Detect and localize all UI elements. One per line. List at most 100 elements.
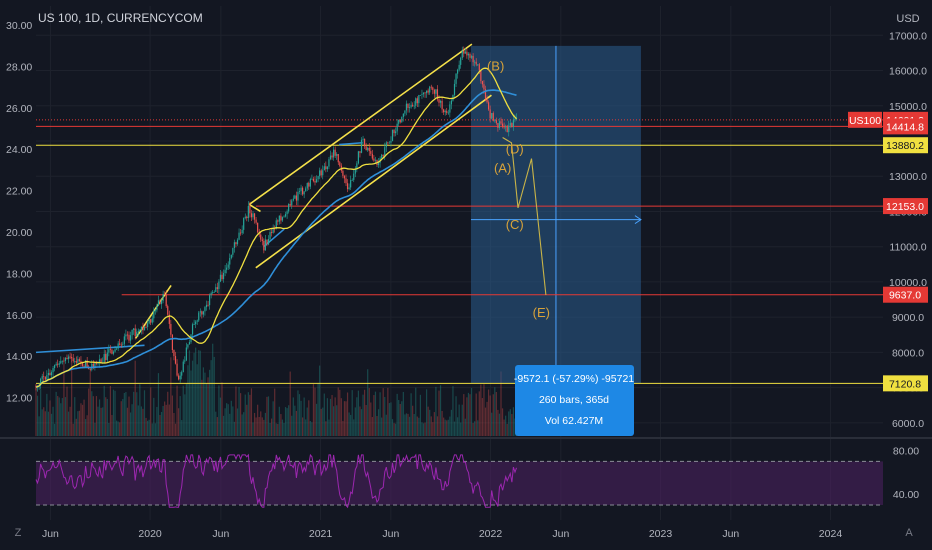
candle [495,120,497,124]
symbol-tag [848,111,882,128]
volume-bar [157,373,160,436]
volume-bar [44,411,46,436]
candle [164,294,166,295]
candle [443,109,445,113]
volume-bar [176,385,178,436]
volume-bar [402,391,404,436]
time-zone-icon[interactable]: Z [15,527,22,539]
channel-line[interactable] [248,43,473,206]
volume-bar [461,404,463,436]
volume-bar [129,412,132,436]
volume-bar [49,400,51,436]
left-axis-tick: 28.00 [6,61,32,73]
candle [156,305,158,311]
candle [204,307,206,312]
candle [500,121,502,124]
candle [126,334,129,336]
candle [326,166,328,170]
volume-bar [243,412,245,436]
candle [207,304,209,306]
volume-bar [498,413,501,436]
candle [272,228,274,233]
candle [453,83,456,95]
candle [170,323,172,335]
ma-fast-line [35,67,517,388]
right-axis-tick: 17000.0 [889,30,927,42]
candle [182,361,184,373]
candle [75,361,77,363]
candle [145,326,147,328]
candle [306,182,308,189]
volume-bar [85,419,87,436]
volume-bar [328,419,330,436]
volume-bar [54,423,56,436]
volume-bar [238,387,240,436]
candle [377,162,380,166]
volume-bar [511,414,513,436]
volume-bar [261,417,263,436]
channel-line[interactable] [248,203,261,213]
channel-line[interactable] [339,141,363,146]
volume-bar [438,390,440,436]
candle [286,211,288,215]
candle [213,291,215,293]
volume-bar [233,421,235,436]
volume-bar [58,397,60,436]
measure-bars-label: 260 bars, 365d [539,394,609,406]
auto-scale-icon[interactable]: A [905,527,913,539]
channel-line[interactable] [35,344,145,354]
candle [300,187,302,192]
x-axis-tick: Jun [42,528,59,540]
candle [218,281,220,289]
candle [150,319,152,323]
volume-bar [181,420,183,436]
volume-bar [103,385,105,436]
volume-bar [436,416,439,436]
candle [160,300,163,305]
ma-slow-line [35,89,517,388]
price-tag [883,375,928,392]
price-tag-label: 12153.0 [886,201,924,213]
volume-bar [235,386,237,436]
volume-bar [320,408,322,436]
candle [505,126,507,128]
projection-path[interactable] [502,137,547,296]
volume-bar [505,415,507,436]
volume-bar [258,416,260,436]
left-axis-tick: 24.00 [6,144,32,156]
volume-bar [359,406,361,436]
volume-bar [415,387,417,436]
volume-bar [120,401,122,436]
x-axis-tick: 2022 [479,528,503,540]
candle [81,363,84,366]
candle [41,376,43,379]
grid [0,6,932,520]
x-axis-tick: Jun [552,528,569,540]
candle [215,287,217,292]
candle [312,178,315,182]
right-axis-tick: 13000.0 [889,171,927,183]
volume-bar [95,396,98,436]
volume-bar [492,394,494,436]
candle [159,300,161,305]
volume-bar [373,395,375,436]
candle [449,104,451,113]
candle [266,239,268,245]
volume-bar [218,385,220,436]
svg-text:A: A [905,527,913,539]
channel-line[interactable] [255,94,492,269]
volume-bar [89,370,91,436]
volume-bar [57,396,59,436]
candle [303,191,305,195]
candle [481,81,483,85]
volume-bar [272,401,274,436]
wave-projection[interactable]: (B) (A) (D) (C) (E) [487,59,550,321]
volume-bar [97,406,99,436]
volume-bar [139,384,141,436]
volume-bar [61,398,63,436]
volume-bar [329,398,332,436]
volume-bar [43,407,45,436]
volume-bar [187,365,189,436]
volume-bar [184,394,186,436]
